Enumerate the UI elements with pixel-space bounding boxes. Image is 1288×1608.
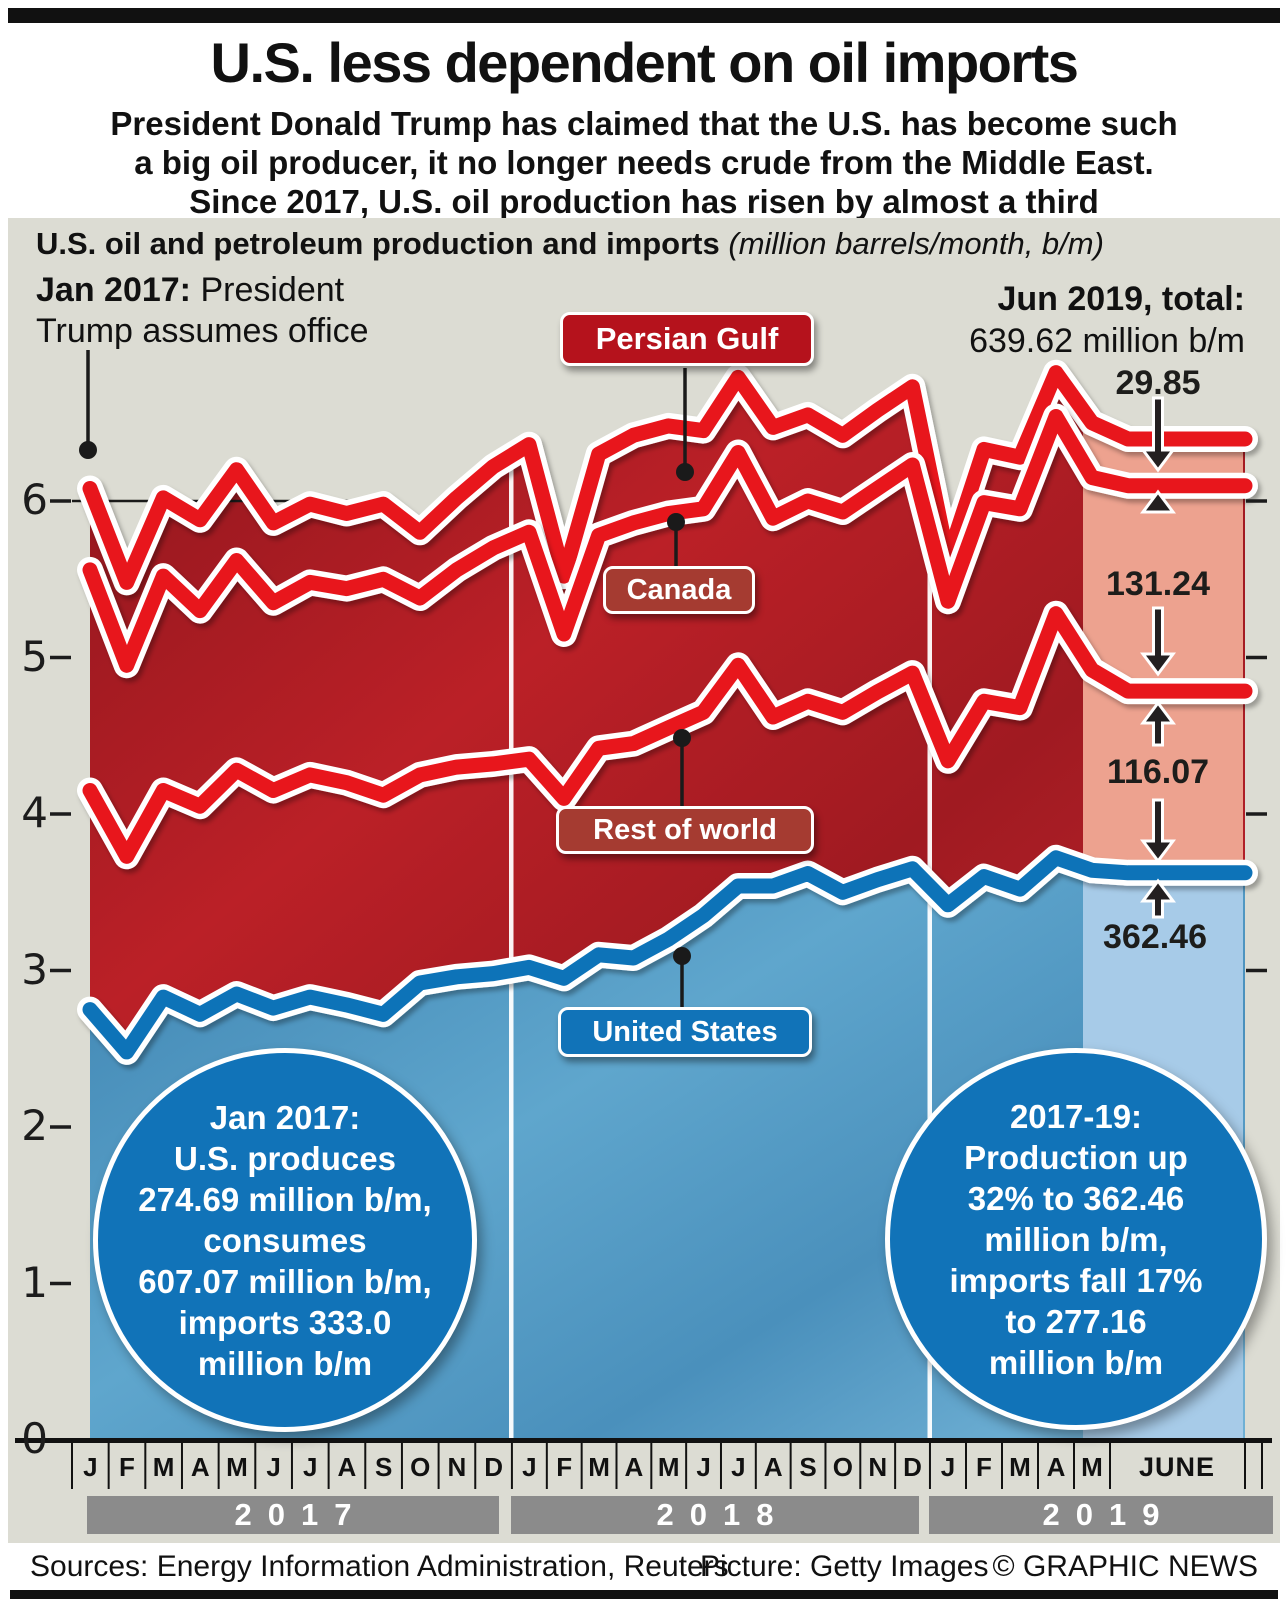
month-label: D bbox=[903, 1452, 922, 1482]
chart-heading-unit: (million barrels/month, b/m) bbox=[728, 226, 1104, 261]
top-rule bbox=[8, 8, 1280, 23]
month-label: M bbox=[588, 1452, 610, 1482]
month-label: A bbox=[337, 1452, 357, 1482]
month-label: J bbox=[696, 1452, 711, 1482]
month-label: A bbox=[624, 1452, 644, 1482]
annotation-jan-2017-date: Jan 2017: bbox=[36, 271, 191, 309]
month-label: J bbox=[522, 1452, 537, 1482]
month-label: O bbox=[832, 1452, 853, 1482]
footer: Sources: Energy Information Administrati… bbox=[0, 1550, 1288, 1586]
annotation-jun-2019-label: Jun 2019, total: bbox=[997, 280, 1245, 318]
month-label: S bbox=[374, 1452, 393, 1482]
month-label: M bbox=[657, 1452, 680, 1482]
month-label: F bbox=[119, 1452, 135, 1482]
month-label: J bbox=[266, 1452, 281, 1482]
month-label: J bbox=[940, 1452, 956, 1482]
month-label: M bbox=[152, 1452, 175, 1482]
annotation-jan-2017-text: President bbox=[200, 271, 345, 309]
subtitle-line-1: President Donald Trump has claimed that … bbox=[110, 105, 1178, 142]
footer-picture-credit: Picture: Getty Images bbox=[700, 1550, 989, 1583]
bottom-rule bbox=[10, 1590, 1278, 1599]
month-label: A bbox=[763, 1452, 783, 1482]
value-persian-gulf: 29.85 bbox=[1115, 364, 1201, 402]
month-label: J bbox=[731, 1452, 746, 1482]
annotation-jan-2017: Jan 2017: President Trump assumes office bbox=[36, 270, 369, 352]
y-axis-label-1: 1 bbox=[21, 1257, 48, 1307]
annotation-jan-2017-line2: Trump assumes office bbox=[36, 312, 369, 350]
month-label: J bbox=[83, 1452, 98, 1482]
subtitle-line-2: a big oil producer, it no longer needs c… bbox=[134, 144, 1154, 181]
value-us-production: 362.46 bbox=[1103, 918, 1207, 956]
chart-heading-title: U.S. oil and petroleum production and im… bbox=[36, 226, 720, 261]
month-label: N bbox=[447, 1452, 467, 1482]
month-label: M bbox=[1081, 1452, 1103, 1482]
month-label: D bbox=[484, 1452, 503, 1482]
chart-heading: U.S. oil and petroleum production and im… bbox=[36, 226, 1266, 262]
y-axis-label-5: 5 bbox=[21, 631, 48, 681]
callout-2017-19-stats: 2017-19: Production up 32% to 362.46 mil… bbox=[885, 1048, 1267, 1430]
month-label: N bbox=[868, 1452, 888, 1482]
label-rest-of-world: Rest of world bbox=[556, 806, 814, 854]
month-label: J bbox=[303, 1452, 318, 1482]
footer-copyright: © GRAPHIC NEWS bbox=[992, 1550, 1258, 1583]
y-axis-label-0: 0 bbox=[21, 1414, 48, 1463]
month-label: M bbox=[226, 1452, 248, 1482]
month-label: F bbox=[556, 1452, 573, 1482]
callout-jan-2017-stats: Jan 2017: U.S. produces 274.69 million b… bbox=[93, 1048, 477, 1432]
month-label: F bbox=[976, 1452, 992, 1482]
value-rest-of-world: 116.07 bbox=[1106, 753, 1210, 791]
label-persian-gulf: Persian Gulf bbox=[560, 312, 814, 366]
year-bar-2019: 2019 bbox=[929, 1496, 1273, 1534]
month-label: A bbox=[190, 1452, 210, 1482]
year-bar-2017: 2017 bbox=[87, 1496, 499, 1534]
annotation-jun-2019-total: Jun 2019, total: 639.62 million b/m bbox=[945, 278, 1245, 362]
month-label: M bbox=[1009, 1452, 1031, 1482]
footer-sources: Sources: Energy Information Administrati… bbox=[30, 1550, 729, 1583]
value-canada: 131.24 bbox=[1106, 565, 1210, 603]
month-label: S bbox=[799, 1452, 817, 1482]
subtitle-line-3: Since 2017, U.S. oil production has rise… bbox=[189, 183, 1099, 220]
label-canada: Canada bbox=[603, 566, 755, 614]
label-united-states: United States bbox=[558, 1007, 812, 1057]
y-axis-label-2: 2 bbox=[21, 1101, 48, 1150]
page-title: U.S. less dependent on oil imports bbox=[210, 31, 1079, 94]
y-axis-label-6: 6 bbox=[21, 475, 48, 524]
page-subtitle: President Donald Trump has claimed that … bbox=[0, 104, 1288, 221]
month-label-june: JUNE bbox=[1138, 1452, 1216, 1482]
month-label: O bbox=[410, 1452, 431, 1482]
y-axis-label-4: 4 bbox=[21, 788, 48, 837]
month-label: A bbox=[1046, 1452, 1066, 1482]
year-bar-2018: 2018 bbox=[511, 1496, 919, 1534]
annotation-jun-2019-value: 639.62 million b/m bbox=[969, 322, 1245, 360]
y-axis-label-3: 3 bbox=[21, 944, 48, 994]
